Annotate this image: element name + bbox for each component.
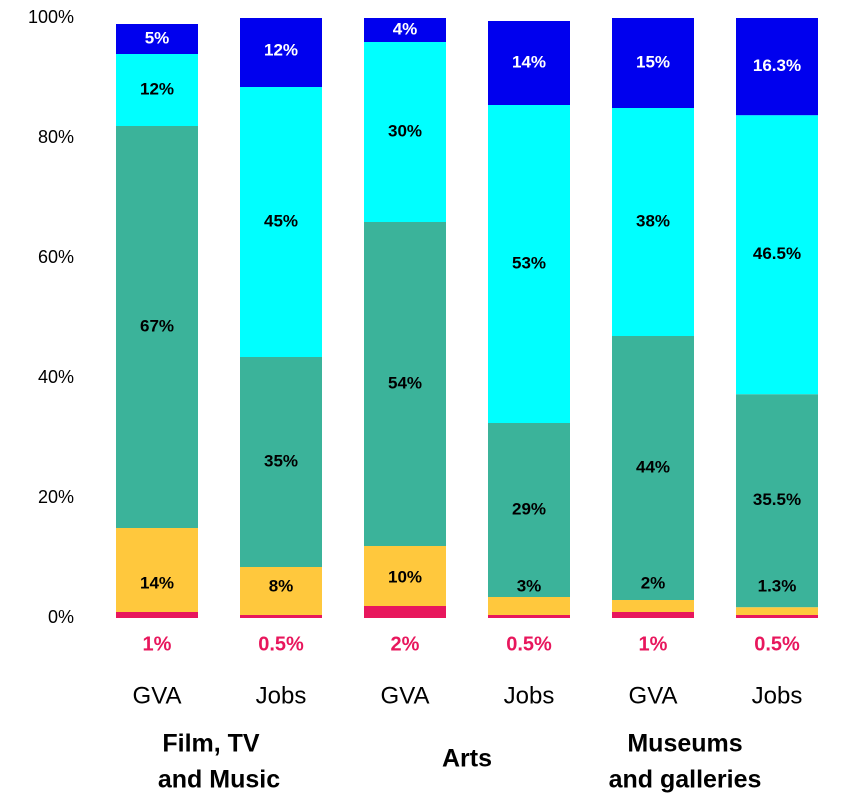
data-label: 12% xyxy=(264,40,298,59)
bar-segment xyxy=(364,546,446,606)
data-label: 8% xyxy=(269,576,294,595)
data-label: 16.3% xyxy=(753,56,801,75)
data-label: 1.3% xyxy=(758,576,797,595)
data-label: 12% xyxy=(140,79,174,98)
bar-segment xyxy=(240,357,322,567)
data-label: 54% xyxy=(388,373,422,392)
y-tick-label: 80% xyxy=(38,127,74,147)
bar-segment xyxy=(736,615,818,618)
data-label: 15% xyxy=(636,52,670,71)
bar-segment xyxy=(364,222,446,546)
x-tick-label: Jobs xyxy=(504,682,555,709)
data-label: 38% xyxy=(636,211,670,230)
bar-segment xyxy=(116,126,198,528)
data-label: 3% xyxy=(517,576,542,595)
bar-segment xyxy=(116,54,198,126)
bar-segment xyxy=(488,423,570,597)
bar-segment xyxy=(240,18,322,87)
data-label: 30% xyxy=(388,121,422,140)
data-label: 0.5% xyxy=(506,633,552,655)
bar-segment xyxy=(612,600,694,612)
data-label: 46.5% xyxy=(753,244,801,263)
x-tick-label: GVA xyxy=(133,682,182,709)
group-label: and galleries xyxy=(609,766,762,794)
group-label: Museums xyxy=(627,730,742,758)
bar-segment xyxy=(736,18,818,116)
bar-segment xyxy=(488,597,570,615)
data-label: 2% xyxy=(641,573,666,592)
bar-segment xyxy=(240,567,322,615)
y-tick-label: 20% xyxy=(38,487,74,507)
bar-segment xyxy=(736,607,818,615)
bar-segment xyxy=(116,24,198,54)
x-tick-label: Jobs xyxy=(752,682,803,709)
bar-segment xyxy=(736,115,818,395)
bar-segment xyxy=(488,615,570,618)
data-label: 14% xyxy=(512,52,546,71)
data-label: 0.5% xyxy=(754,633,800,655)
y-tick-label: 0% xyxy=(48,607,74,627)
x-tick-label: GVA xyxy=(629,682,678,709)
data-label: 5% xyxy=(145,28,170,47)
group-label: Film, TV xyxy=(162,730,260,758)
group-label: and Music xyxy=(158,766,280,794)
bar-segment xyxy=(612,18,694,108)
data-label: 10% xyxy=(388,567,422,586)
group-label: Arts xyxy=(442,745,492,773)
plot-area xyxy=(116,18,818,618)
data-label: 45% xyxy=(264,211,298,230)
data-label: 0.5% xyxy=(258,633,304,655)
bar-segment xyxy=(364,42,446,222)
bar-segment xyxy=(364,606,446,618)
x-tick-label: GVA xyxy=(381,682,430,709)
data-label: 2% xyxy=(391,633,420,655)
y-tick-label: 40% xyxy=(38,367,74,387)
bar-segment xyxy=(116,528,198,612)
bar-segment xyxy=(612,108,694,336)
data-label: 44% xyxy=(636,457,670,476)
bar-segment xyxy=(488,21,570,105)
bar-segment xyxy=(612,336,694,600)
data-label: 14% xyxy=(140,573,174,592)
y-tick-label: 100% xyxy=(28,7,74,27)
y-tick-label: 60% xyxy=(38,247,74,267)
bar-segment xyxy=(736,394,818,608)
bar-segment xyxy=(364,18,446,42)
data-label: 67% xyxy=(140,316,174,335)
bar-segment xyxy=(240,615,322,618)
data-label: 1% xyxy=(639,633,668,655)
bar-segment xyxy=(116,612,198,618)
x-tick-label: Jobs xyxy=(256,682,307,709)
data-label: 53% xyxy=(512,253,546,272)
bar-segment xyxy=(240,87,322,357)
data-label: 29% xyxy=(512,499,546,518)
data-label: 35% xyxy=(264,451,298,470)
bar-segment xyxy=(488,105,570,423)
data-label: 35.5% xyxy=(753,490,801,509)
data-label: 1% xyxy=(143,633,172,655)
bar-segment xyxy=(612,612,694,618)
data-label: 4% xyxy=(393,19,418,38)
